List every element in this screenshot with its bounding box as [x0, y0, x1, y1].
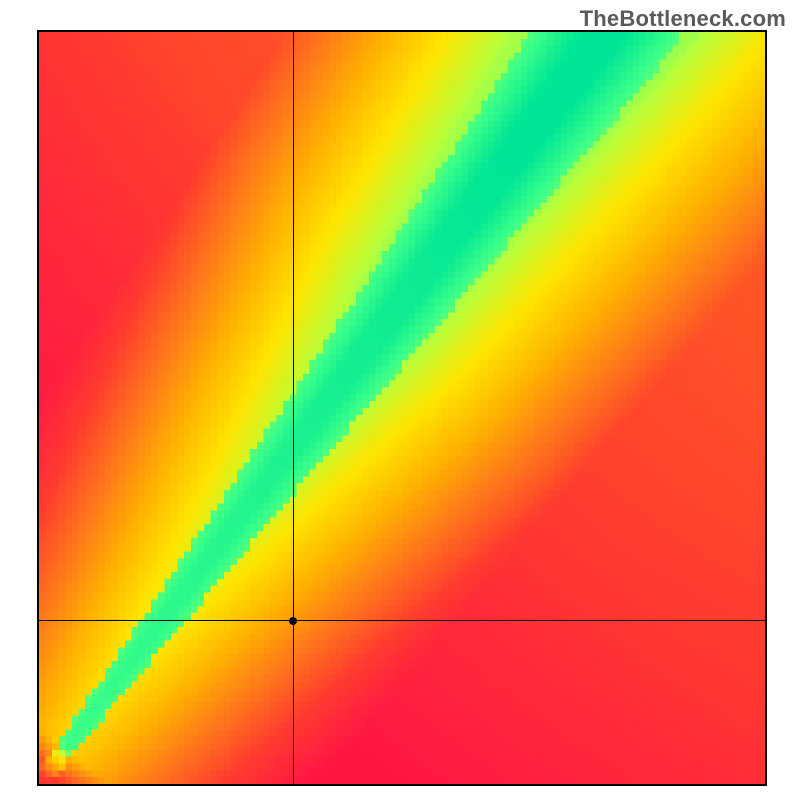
plot-border: [37, 30, 767, 786]
chart-container: TheBottleneck.com: [0, 0, 800, 800]
watermark-text: TheBottleneck.com: [580, 6, 786, 32]
